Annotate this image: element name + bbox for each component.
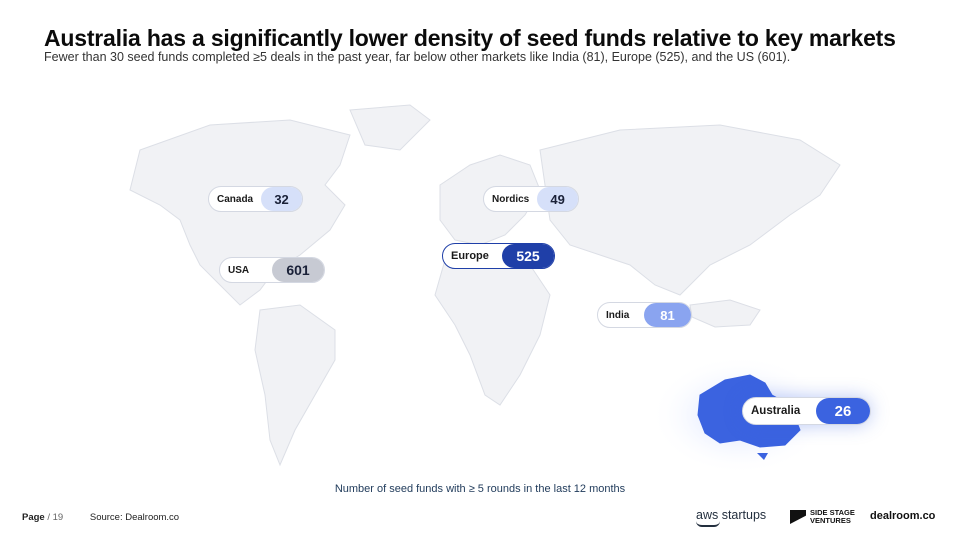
market-value: 26 [816,398,870,424]
market-label: Europe [451,250,489,262]
market-pill-india: India 81 [597,302,692,328]
market-value: 49 [537,187,578,211]
footer: Page / 19 Source: Dealroom.co [22,512,179,523]
market-value: 32 [261,187,302,211]
page-label: Page [22,512,45,523]
market-pill-europe: Europe 525 [442,243,555,269]
greenland-shape [349,104,431,151]
market-pill-canada: Canada 32 [208,186,303,212]
aws-startups-logo: aws startups [696,508,766,527]
page-total: / 19 [47,512,64,523]
side-stage-ventures-logo: SIDE STAGE VENTURES [790,509,855,525]
market-pill-usa: USA 601 [219,257,325,283]
market-value: 601 [272,258,324,282]
world-map [129,104,841,475]
market-pill-nordics: Nordics 49 [483,186,579,212]
se-asia-shape [689,299,761,328]
market-value: 81 [644,303,691,327]
source-text: Source: Dealroom.co [89,512,180,523]
market-label: USA [228,264,250,276]
market-label: Canada [217,193,254,205]
page-subtitle: Fewer than 30 seed funds completed ≥5 de… [44,50,791,64]
africa-shape [434,252,551,406]
market-label: Nordics [492,193,530,205]
market-value: 525 [502,244,554,268]
market-pill-australia: Australia 26 [742,397,871,425]
dealroom-logo: dealroom.co [870,510,936,522]
chart-caption: Number of seed funds with ≥ 5 rounds in … [334,483,626,495]
page-title: Australia has a significantly lower dens… [44,25,896,51]
market-label: India [606,309,630,321]
market-label: Australia [751,405,801,417]
tasmania-shape [757,453,768,460]
asia-shape [539,124,841,296]
ssv-mark-icon [790,510,806,524]
south-america-shape [254,304,336,467]
